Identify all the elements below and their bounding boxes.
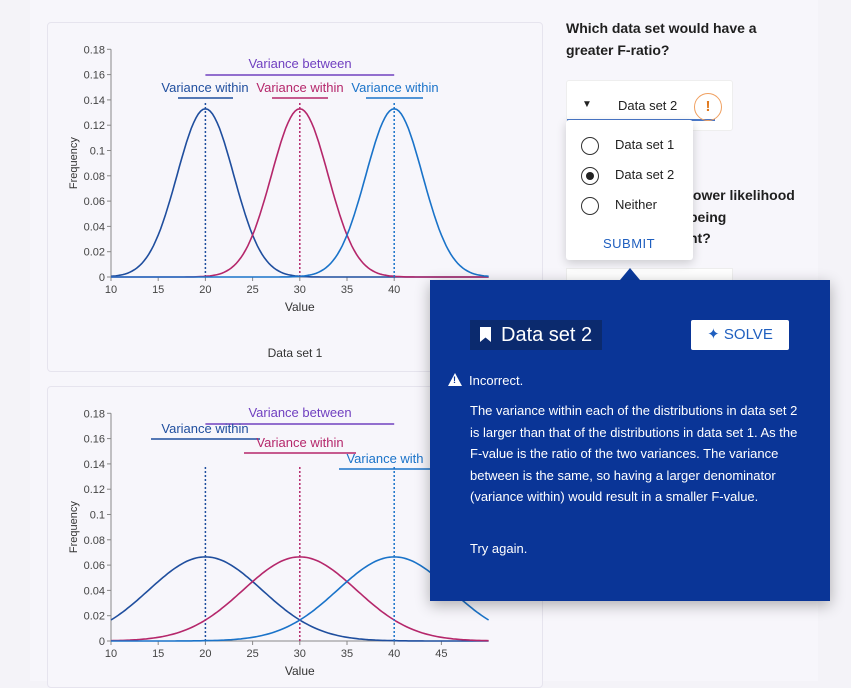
y-tick-label: 0.1 (90, 510, 105, 522)
feedback-panel: Data set 2 ✦ SOLVE Incorrect. The varian… (430, 280, 830, 601)
chart-1-caption: Data set 1 (267, 346, 323, 360)
x-tick-label: 15 (152, 648, 164, 660)
feedback-status: Incorrect. (448, 373, 523, 388)
x-tick-label: 35 (341, 284, 353, 296)
x-tick-label: 25 (246, 648, 258, 660)
question-2-line-2: being (689, 209, 727, 225)
variance-within-label-1: Variance within (161, 421, 248, 436)
x-tick-label: 10 (105, 284, 117, 296)
variance-within-label-2: Variance within (256, 80, 343, 95)
y-tick-label: 0.08 (84, 535, 105, 547)
x-tick-label: 15 (152, 284, 164, 296)
y-tick-label: 0.12 (84, 484, 105, 496)
option-label: Neither (615, 197, 657, 212)
radio-data-set-1[interactable] (581, 137, 599, 155)
submit-button[interactable]: SUBMIT (603, 236, 656, 251)
y-tick-label: 0.16 (84, 70, 105, 82)
x-tick-label: 40 (388, 648, 400, 660)
x-axis-label: Value (285, 300, 315, 314)
y-tick-label: 0.04 (84, 221, 105, 233)
chart-2: 0 0.02 0.04 0.06 0.08 0.1 0.12 0.14 0.16 0.18 10 15… (68, 405, 490, 678)
x-tick-label: 45 (435, 648, 447, 660)
answer-dropdown: Data set 1 Data set 2 Neither SUBMIT (566, 120, 693, 260)
y-axis-label: Frequency (68, 137, 80, 189)
x-tick-label: 30 (294, 648, 306, 660)
y-tick-label: 0.16 (84, 434, 105, 446)
feedback-status-text: Incorrect. (469, 373, 524, 388)
y-tick-label: 0.08 (84, 171, 105, 183)
y-tick-label: 0.06 (84, 196, 105, 208)
option-label: Data set 1 (615, 137, 675, 152)
y-tick-label: 0.14 (84, 95, 105, 107)
x-tick-label: 40 (388, 284, 400, 296)
x-tick-label: 25 (246, 284, 258, 296)
y-tick-label: 0.06 (84, 560, 105, 572)
y-tick-label: 0.14 (84, 459, 105, 471)
solve-label: SOLVE (723, 326, 773, 343)
feedback-title: Data set 2 (470, 320, 603, 350)
variance-between-label: Variance between (248, 56, 351, 71)
warning-triangle-icon (448, 373, 462, 386)
magic-wand-icon: ✦ (707, 326, 720, 343)
y-axis-label: Frequency (68, 501, 80, 553)
y-tick-label: 0 (99, 636, 105, 648)
distribution-curve-3 (111, 556, 490, 642)
chart-1: 0 0.02 0.04 0.06 0.08 0.1 0.12 0.14 0.16 0.18 10 15… (68, 44, 489, 314)
question-1-text: Which data set would have a greater F-ra… (566, 20, 757, 58)
variance-within-label-3: Variance with (346, 451, 423, 466)
solve-button[interactable]: ✦ SOLVE (691, 320, 789, 350)
bookmark-icon (480, 327, 491, 342)
x-tick-label: 20 (199, 648, 211, 660)
feedback-body: The variance within each of the distribu… (470, 403, 798, 504)
variance-within-label-3: Variance within (351, 80, 438, 95)
feedback-pointer (620, 268, 640, 280)
distribution-curve-3 (111, 107, 489, 278)
question-2-line-1: lower likelihood (689, 187, 795, 203)
option-label: Data set 2 (615, 167, 675, 182)
y-tick-label: 0.18 (84, 408, 105, 420)
variance-within-label-1: Variance within (161, 80, 248, 95)
y-tick-label: 0.12 (84, 120, 105, 132)
radio-neither[interactable] (581, 197, 599, 215)
y-tick-label: 0.02 (84, 611, 105, 623)
variance-within-label-2: Variance within (256, 435, 343, 450)
select-value: Data set 2 (618, 98, 678, 113)
y-tick-label: 0.02 (84, 247, 105, 259)
x-axis-label: Value (285, 664, 315, 678)
radio-data-set-2[interactable] (581, 167, 599, 185)
caret-down-icon[interactable]: ▼ (582, 99, 592, 110)
x-tick-label: 30 (294, 284, 306, 296)
x-tick-label: 35 (341, 648, 353, 660)
x-tick-label: 20 (199, 284, 211, 296)
x-tick-label: 10 (105, 648, 117, 660)
y-tick-label: 0.18 (84, 44, 105, 56)
y-tick-label: 0.1 (90, 146, 105, 158)
feedback-title-text: Data set 2 (501, 324, 593, 346)
y-tick-label: 0 (99, 272, 105, 284)
question-2-line-3: nt? (689, 230, 711, 246)
warning-icon: ! (694, 93, 722, 121)
y-tick-label: 0.04 (84, 585, 105, 597)
variance-between-label: Variance between (248, 405, 351, 420)
feedback-try-again: Try again. (470, 541, 528, 556)
